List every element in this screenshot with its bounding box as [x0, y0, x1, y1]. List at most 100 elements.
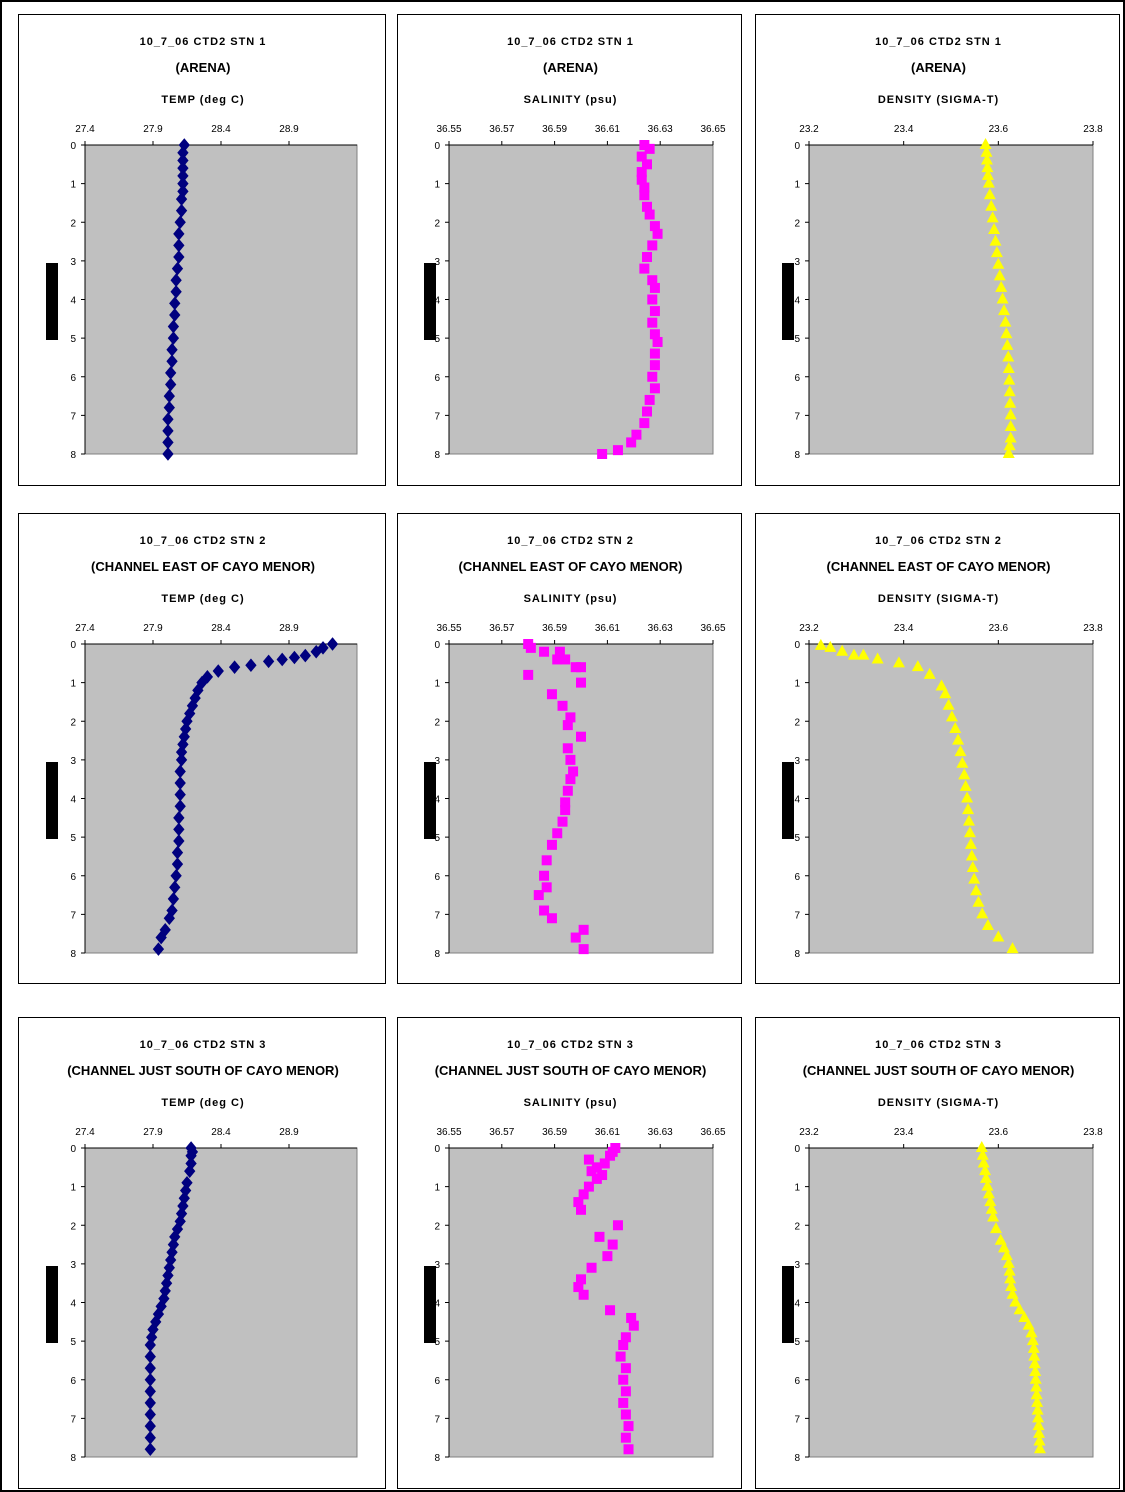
data-point-triangle	[981, 918, 994, 930]
plot-area	[84, 1147, 358, 1458]
data-point-triangle	[1026, 1334, 1039, 1346]
data-point-triangle	[996, 292, 1009, 304]
data-point-square	[647, 240, 658, 251]
y-tick-label: 3	[794, 1260, 800, 1271]
y-axis-label-bar	[46, 263, 58, 340]
data-point-triangle	[970, 884, 983, 896]
x-tick-label: 23.2	[799, 124, 819, 135]
y-tick-label: 1	[794, 679, 800, 690]
data-point-square	[568, 766, 579, 777]
plot-area	[84, 144, 358, 455]
data-point-triangle	[1003, 1264, 1016, 1276]
data-point-triangle	[976, 907, 989, 919]
data-point-square	[647, 317, 658, 328]
y-tick-label: 2	[70, 218, 76, 229]
data-point-square	[560, 654, 571, 665]
data-point-triangle	[980, 1171, 993, 1183]
x-tick-label: 36.65	[700, 1127, 725, 1138]
data-point-square	[618, 1374, 629, 1385]
y-tick-label: 3	[70, 257, 76, 268]
data-point-triangle	[986, 211, 999, 223]
x-tick-label: 23.6	[989, 124, 1009, 135]
data-point-square	[578, 944, 589, 955]
x-axis-label: SALINITY (psu)	[524, 593, 618, 605]
data-point-square	[612, 445, 623, 456]
x-axis-label: DENSITY (SIGMA-T)	[878, 94, 999, 106]
data-point-square	[649, 383, 660, 394]
data-point-square	[639, 263, 650, 274]
y-tick-label: 8	[794, 949, 800, 960]
data-point-square	[570, 932, 581, 943]
y-tick-label: 3	[794, 756, 800, 767]
data-point-square	[652, 336, 663, 347]
x-tick-label: 28.9	[279, 124, 299, 135]
data-point-square	[636, 174, 647, 185]
y-tick-label: 5	[70, 1337, 76, 1348]
x-tick-label: 23.8	[1083, 623, 1103, 634]
data-point-triangle	[965, 849, 978, 861]
y-tick-label: 1	[794, 180, 800, 191]
data-point-square	[626, 437, 637, 448]
data-point-triangle	[998, 304, 1011, 316]
y-tick-label: 6	[794, 1376, 800, 1387]
data-point-square	[546, 689, 557, 700]
data-point-triangle	[992, 257, 1005, 269]
data-point-triangle	[980, 145, 993, 157]
data-point-triangle	[1030, 1388, 1043, 1400]
data-point-diamond	[167, 331, 180, 345]
data-point-diamond	[171, 261, 184, 276]
data-point-triangle	[1029, 1365, 1042, 1377]
y-tick-label: 2	[434, 218, 440, 229]
x-tick-label: 23.2	[799, 1127, 819, 1138]
data-point-square	[583, 1154, 594, 1165]
data-point-square	[620, 1332, 631, 1343]
plot-area	[448, 643, 714, 954]
data-point-diamond	[163, 400, 175, 415]
data-point-diamond	[276, 652, 288, 667]
data-point-triangle	[1003, 385, 1016, 397]
y-tick-label: 6	[434, 872, 440, 883]
y-tick-label: 4	[794, 1299, 800, 1310]
chart-title: 10_7_06 CTD2 STN 3	[875, 1039, 1002, 1051]
y-tick-label: 7	[70, 1414, 76, 1425]
y-tick-label: 4	[70, 296, 76, 307]
x-tick-label: 27.9	[143, 124, 163, 135]
data-point-triangle	[1027, 1341, 1040, 1353]
data-point-triangle	[956, 756, 969, 768]
data-point-triangle	[979, 138, 992, 149]
data-point-triangle	[984, 1195, 997, 1207]
chart-subtitle: (ARENA)	[911, 60, 966, 75]
data-point-triangle	[1029, 1372, 1042, 1384]
data-point-square	[546, 913, 557, 924]
y-tick-label: 7	[434, 910, 440, 921]
plot-area	[808, 144, 1094, 455]
chart-title: 10_7_06 CTD2 STN 3	[507, 1039, 634, 1051]
chart-panel-stn2-salinity: 10_7_06 CTD2 STN 2 (CHANNEL EAST OF CAYO …	[397, 513, 742, 984]
data-point-triangle	[995, 280, 1008, 292]
x-tick-label: 27.4	[75, 623, 95, 634]
data-point-square	[639, 140, 650, 150]
data-point-triangle	[1000, 327, 1013, 339]
data-point-triangle	[1000, 1249, 1013, 1261]
data-point-square	[533, 890, 544, 901]
data-point-square	[644, 394, 655, 405]
x-tick-label: 36.59	[542, 124, 567, 135]
data-point-triangle	[975, 1141, 988, 1152]
y-axis-label-bar	[424, 762, 436, 839]
y-tick-label: 2	[794, 218, 800, 229]
data-point-square	[586, 1262, 597, 1273]
data-point-triangle	[988, 222, 1001, 234]
data-point-square	[649, 360, 660, 371]
y-tick-label: 8	[70, 949, 76, 960]
y-tick-label: 0	[794, 640, 800, 651]
data-point-square	[647, 371, 658, 382]
data-point-square	[523, 669, 534, 680]
y-tick-label: 3	[794, 257, 800, 268]
data-point-diamond	[175, 203, 188, 218]
data-point-diamond	[167, 892, 180, 906]
x-tick-label: 36.57	[489, 623, 514, 634]
x-tick-label: 23.4	[894, 124, 914, 135]
x-tick-label: 36.55	[436, 623, 461, 634]
data-point-diamond	[326, 637, 339, 651]
